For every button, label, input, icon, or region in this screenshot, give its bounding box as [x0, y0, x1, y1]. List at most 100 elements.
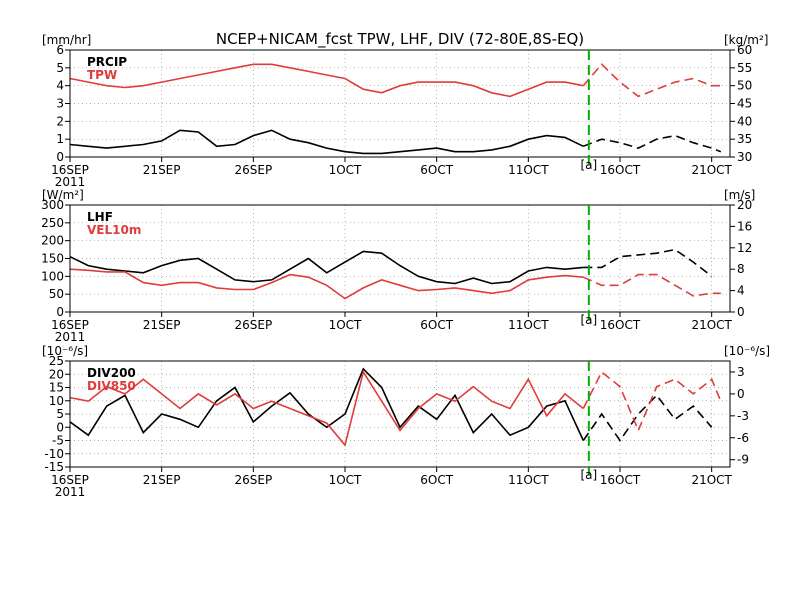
x-tick-label: 1OCT — [329, 318, 362, 332]
left-tick-label: 5 — [56, 407, 64, 421]
right-tick-label: 8 — [737, 262, 745, 276]
left-tick-label: 10 — [49, 394, 64, 408]
right-tick-label: -3 — [737, 409, 749, 423]
plot-frame — [69, 360, 731, 468]
left-tick-label: 2 — [56, 114, 64, 128]
right-tick-label: 0 — [737, 387, 745, 401]
series-line-div850 — [69, 369, 584, 447]
x-tick-label: 11OCT — [508, 163, 549, 177]
right-unit-label: [m/s] — [724, 188, 755, 202]
left-tick-label: 6 — [56, 43, 64, 57]
left-tick-label: 20 — [49, 367, 64, 381]
left-tick-label: 0 — [56, 305, 64, 319]
x-tick-label: 16SEP — [51, 318, 89, 332]
x-tick-label: 11OCT — [508, 473, 549, 487]
series-forecast-lhf — [583, 248, 713, 277]
x-tick-label: 16OCT — [600, 318, 641, 332]
legend-tpw: TPW — [87, 68, 117, 82]
series-forecast-div200 — [582, 394, 713, 442]
x-tick-label: 21OCT — [691, 473, 732, 487]
left-tick-label: 100 — [41, 269, 64, 283]
legend-prcip: PRCIP — [87, 55, 127, 69]
right-tick-label: 12 — [737, 241, 752, 255]
x-tick-label: 1OCT — [329, 163, 362, 177]
x-tick-label: 11OCT — [508, 318, 549, 332]
right-unit-label: [10⁻⁶/s] — [724, 344, 770, 358]
left-tick-label: 0 — [56, 150, 64, 164]
year-label: 2011 — [55, 175, 86, 189]
left-tick-label: 0 — [56, 420, 64, 434]
right-tick-label: 50 — [737, 79, 752, 93]
right-tick-label: 0 — [737, 305, 745, 319]
left-tick-label: 200 — [41, 234, 64, 248]
left-tick-label: 250 — [41, 216, 64, 230]
x-tick-label: 6OCT — [420, 318, 453, 332]
x-tick-label: 21SEP — [143, 318, 181, 332]
left-tick-label: 50 — [49, 287, 64, 301]
right-tick-label: 40 — [737, 114, 752, 128]
left-tick-label: 1 — [56, 132, 64, 146]
forecast-label: [a] — [580, 313, 597, 327]
x-tick-label: 6OCT — [420, 163, 453, 177]
x-tick-label: 1OCT — [329, 473, 362, 487]
left-tick-label: 3 — [56, 97, 64, 111]
right-tick-label: -9 — [737, 453, 749, 467]
forecast-label: [a] — [580, 468, 597, 482]
series-forecast-prcip — [583, 134, 722, 153]
right-unit-label: [kg/m²] — [724, 33, 768, 47]
plot-frame — [69, 49, 731, 158]
left-tick-label: -15 — [44, 460, 64, 474]
x-tick-label: 21SEP — [143, 163, 181, 177]
year-label: 2011 — [55, 330, 86, 344]
left-tick-label: -5 — [52, 434, 64, 448]
right-tick-label: 60 — [737, 43, 752, 57]
right-tick-label: -6 — [737, 431, 749, 445]
right-tick-label: 3 — [737, 365, 745, 379]
legend-vel10m: VEL10m — [87, 223, 141, 237]
x-tick-label: 16OCT — [600, 473, 641, 487]
left-tick-label: 5 — [56, 61, 64, 75]
right-tick-label: 55 — [737, 61, 752, 75]
x-tick-label: 6OCT — [420, 473, 453, 487]
legend-lhf: LHF — [87, 210, 113, 224]
left-tick-label: 4 — [56, 79, 64, 93]
left-tick-label: 150 — [41, 252, 64, 266]
x-tick-label: 16OCT — [600, 163, 641, 177]
x-tick-label: 26SEP — [234, 473, 272, 487]
series-line-div200 — [69, 367, 585, 441]
left-tick-label: 300 — [41, 198, 64, 212]
legend-div200: DIV200 — [87, 366, 136, 380]
forecast-label: [a] — [580, 158, 597, 172]
year-label: 2011 — [55, 485, 86, 499]
x-tick-label: 21OCT — [691, 318, 732, 332]
left-tick-label: 15 — [49, 381, 64, 395]
plot-frame — [69, 204, 731, 313]
panel-3: DIV200DIV850-15-10-50510152025-9-6-303[1… — [42, 344, 770, 499]
x-tick-label: 16SEP — [51, 163, 89, 177]
series-line-vel10m — [69, 268, 584, 300]
series-line-prcip — [69, 129, 584, 155]
right-tick-label: 35 — [737, 132, 752, 146]
x-tick-label: 26SEP — [234, 318, 272, 332]
x-tick-label: 26SEP — [234, 163, 272, 177]
right-tick-label: 30 — [737, 150, 752, 164]
figure-title: NCEP+NICAM_fcst TPW, LHF, DIV (72-80E,8S… — [216, 30, 584, 49]
right-tick-label: 16 — [737, 219, 752, 233]
left-unit-label: [mm/hr] — [42, 33, 91, 47]
right-tick-label: 45 — [737, 97, 752, 111]
x-tick-label: 16SEP — [51, 473, 89, 487]
left-unit-label: [W/m²] — [42, 188, 84, 202]
x-tick-label: 21SEP — [143, 473, 181, 487]
series-forecast-div850 — [582, 370, 722, 433]
left-unit-label: [10⁻⁶/s] — [42, 344, 88, 358]
series-forecast-vel10m — [582, 273, 721, 297]
right-tick-label: 20 — [737, 198, 752, 212]
x-tick-label: 21OCT — [691, 163, 732, 177]
series-line-tpw — [69, 63, 584, 98]
left-tick-label: -10 — [44, 447, 64, 461]
series-line-lhf — [69, 250, 584, 285]
